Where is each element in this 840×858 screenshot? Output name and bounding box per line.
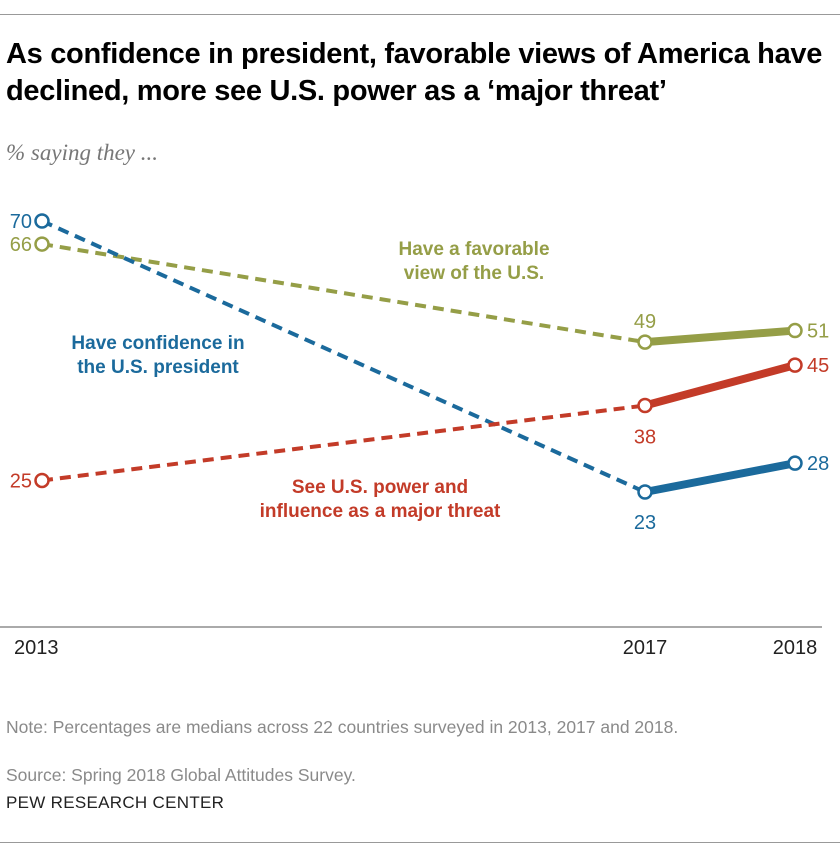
dashed-series-line xyxy=(41,242,646,345)
chart-subtitle: % saying they ... xyxy=(6,140,159,165)
series-label: Have confidence in xyxy=(71,333,244,354)
chart-source: Source: Spring 2018 Global Attitudes Sur… xyxy=(6,765,356,785)
bottom-rule xyxy=(0,842,840,843)
data-label: 51 xyxy=(807,321,829,343)
series-label: the U.S. president xyxy=(77,357,239,378)
data-point xyxy=(637,397,653,414)
x-tick-label: 2013 xyxy=(14,637,59,659)
series-label: influence as a major threat xyxy=(260,501,501,522)
data-point xyxy=(34,213,50,229)
brand-name: PEW RESEARCH CENTER xyxy=(6,793,225,812)
data-label: 45 xyxy=(807,355,829,377)
top-rule xyxy=(0,14,840,15)
data-label: 66 xyxy=(10,234,32,256)
data-label: 49 xyxy=(634,311,656,333)
solid-series-line xyxy=(641,459,799,496)
series-label: view of the U.S. xyxy=(404,263,544,284)
data-label: 70 xyxy=(10,211,32,233)
line-chart: 2013 2017 2018 66 49 51 Have a favorable view o… xyxy=(0,211,829,659)
data-point xyxy=(787,455,803,471)
chart-note: Note: Percentages are medians across 22 … xyxy=(6,717,679,737)
solid-series-line xyxy=(641,326,799,347)
data-point xyxy=(34,236,50,252)
solid-series-line xyxy=(641,361,799,410)
dashed-series-line xyxy=(41,403,646,483)
data-label: 25 xyxy=(10,470,32,492)
data-point xyxy=(34,472,50,489)
x-tick-label: 2018 xyxy=(773,637,818,659)
data-label: 38 xyxy=(634,427,656,449)
chart-title: As confidence in president, favorable vi… xyxy=(6,38,823,107)
data-point xyxy=(787,322,803,339)
data-label: 28 xyxy=(807,453,829,475)
data-label: 23 xyxy=(634,512,656,534)
series-label: See U.S. power and xyxy=(292,477,468,498)
dashed-series-line xyxy=(41,219,646,494)
series-label: Have a favorable xyxy=(398,239,549,260)
data-point xyxy=(637,484,653,500)
data-point xyxy=(787,357,803,373)
data-point xyxy=(637,334,653,350)
x-tick-label: 2017 xyxy=(623,637,668,659)
